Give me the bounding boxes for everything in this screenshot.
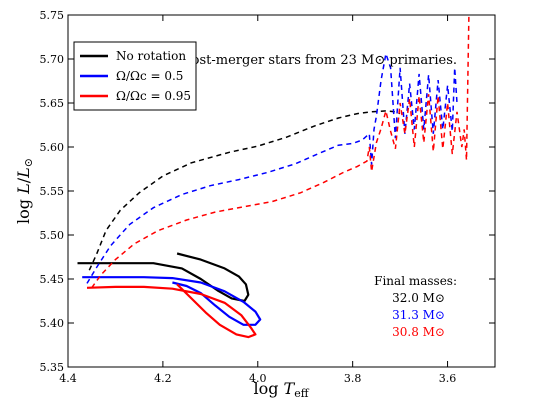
x-tick-label: 4.2 xyxy=(154,372,172,385)
series-layer xyxy=(77,15,470,339)
final-masses-block: Final masses: 32.0 M⊙ 31.3 M⊙ 30.8 M⊙ xyxy=(374,274,457,339)
series-1-post-track xyxy=(88,110,401,271)
final-mass-1: 32.0 M⊙ xyxy=(392,291,445,305)
y-tick-label: 5.35 xyxy=(40,361,65,374)
y-tick-label: 5.50 xyxy=(40,229,65,242)
final-mass-2: 31.3 M⊙ xyxy=(392,308,445,322)
y-tick-label: 5.75 xyxy=(40,9,65,22)
final-mass-3: 30.8 M⊙ xyxy=(392,325,445,339)
series-2 xyxy=(82,53,458,326)
series-3-main-track xyxy=(86,283,257,339)
series-1 xyxy=(77,110,401,303)
y-axis-label: log L/L⊙ xyxy=(14,158,35,224)
ticks-layer: 4.4 4.2 4.0 3.8 3.6 5.35 5.40 5.45 5.50 5.55 5.60 5… xyxy=(40,9,495,385)
plot-annotation: 35 M⊙ post-merger stars from 23 M⊙ prima… xyxy=(134,53,457,68)
y-tick-label: 5.65 xyxy=(40,97,65,110)
legend-label-1: No rotation xyxy=(116,49,186,63)
y-tick-label: 5.40 xyxy=(40,317,65,330)
legend: No rotation Ω/Ωc = 0.5 Ω/Ωc = 0.95 xyxy=(73,41,197,111)
series-3 xyxy=(86,15,470,339)
final-masses-title: Final masses: xyxy=(374,274,457,288)
y-tick-label: 5.55 xyxy=(40,185,65,198)
y-tick-label: 5.45 xyxy=(40,273,65,286)
series-2-main-track xyxy=(82,276,262,326)
series-3-post-track xyxy=(91,15,470,289)
x-tick-label: 3.8 xyxy=(344,372,362,385)
x-tick-label: 4.4 xyxy=(59,372,77,385)
x-tick-label: 4.0 xyxy=(249,372,267,385)
legend-label-3: Ω/Ωc = 0.95 xyxy=(116,89,191,103)
y-tick-label: 5.70 xyxy=(40,53,65,66)
x-tick-label: 3.6 xyxy=(439,372,457,385)
legend-label-2: Ω/Ωc = 0.5 xyxy=(116,69,183,83)
y-tick-label: 5.60 xyxy=(40,141,65,154)
series-2-post-track xyxy=(86,53,458,284)
x-axis-label: log Teff xyxy=(253,379,309,400)
